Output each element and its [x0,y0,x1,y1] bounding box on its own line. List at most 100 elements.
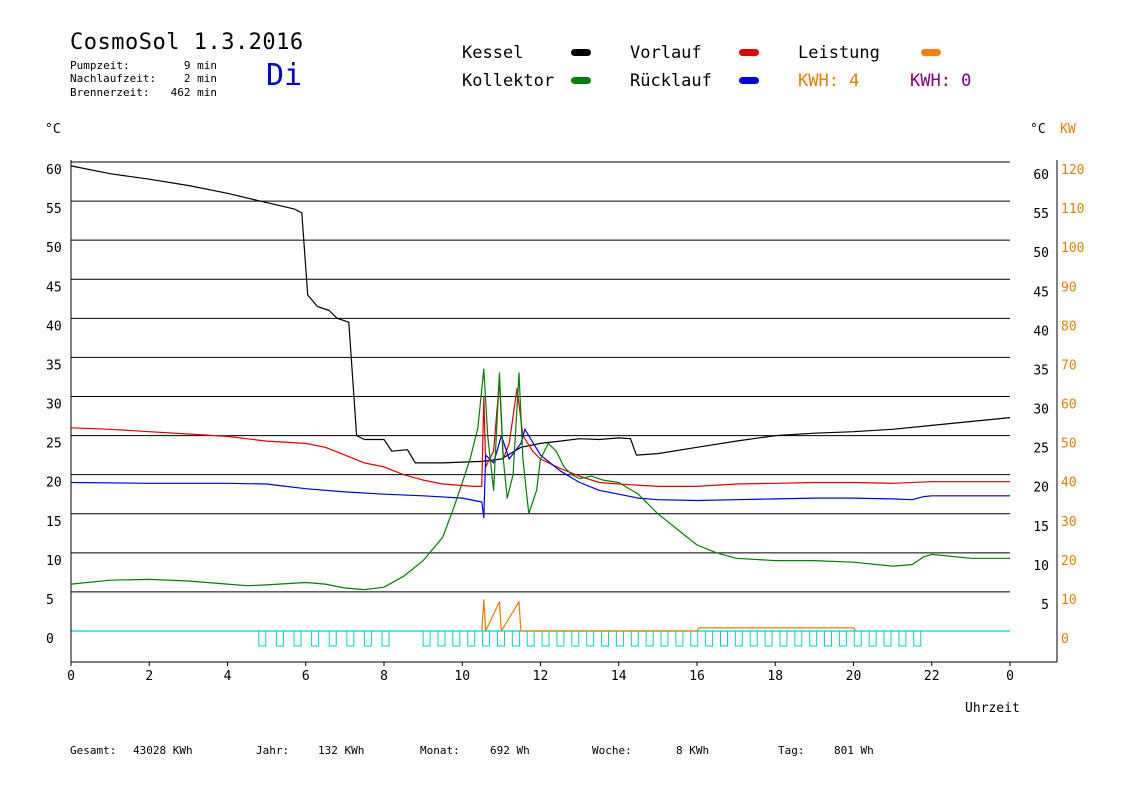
x-tick-0: 0 [67,669,75,684]
pump-marker-7 [381,630,390,647]
pump-marker-26 [690,630,699,647]
y2-tick-right-70: 70 [1061,358,1077,373]
stat-value-pumpzeit: 9 min [183,59,217,72]
x-tick-11: 22 [924,669,940,684]
pump-marker-4 [328,630,337,647]
pump-marker-9 [437,630,446,647]
x-tick-2: 4 [224,669,232,684]
pump-marker-34 [809,630,818,647]
y-tick-right-5: 5 [1041,598,1049,613]
series-line-leistung [481,599,857,632]
y-tick-right-45: 45 [1033,285,1049,300]
x-tick-4: 8 [380,669,388,684]
right-axis-unit-kw: KW [1060,122,1076,137]
footer-value-jahr: 132 KWh [318,744,365,757]
pump-marker-5 [346,630,355,647]
footer-label-jahr: Jahr: [256,744,290,757]
pump-marker-29 [734,630,743,647]
x-tick-6: 12 [533,669,549,684]
y-tick-left-30: 30 [46,398,62,413]
pump-marker-8 [422,630,431,647]
x-tick-10: 20 [846,669,862,684]
series-line-kessel [70,165,1011,464]
legend-label-ruecklauf: Rücklauf [630,71,712,91]
pump-marker-14 [511,630,520,647]
x-tick-5: 10 [454,669,470,684]
legend-kwh-leistung: KWH: 4 [798,71,860,91]
y-tick-left-45: 45 [46,280,62,295]
weekday-label: Di [266,58,303,93]
pump-marker-40 [898,630,907,647]
series-line-rcklauf [70,428,1010,519]
pump-marker-1 [275,630,284,647]
y2-tick-right-60: 60 [1061,398,1077,413]
legend-kwh-secondary: KWH: 0 [910,71,972,91]
pump-marker-20 [601,630,610,647]
footer-value-monat: 692 Wh [490,744,530,757]
y-tick-right-20: 20 [1033,481,1049,496]
y2-tick-right-50: 50 [1061,437,1077,452]
y-tick-left-40: 40 [46,319,62,334]
pump-marker-30 [749,630,758,647]
y2-tick-right-20: 20 [1061,554,1077,569]
y-tick-right-30: 30 [1033,403,1049,418]
y2-tick-right-30: 30 [1061,515,1077,530]
pump-marker-23 [645,630,654,647]
pump-marker-3 [311,630,320,647]
y2-tick-right-90: 90 [1061,280,1077,295]
legend-swatch-leistung [921,49,941,56]
y-tick-right-35: 35 [1033,363,1049,378]
y-tick-left-15: 15 [46,515,62,530]
legend-label-leistung: Leistung [798,43,880,63]
pump-marker-24 [660,630,669,647]
y-tick-right-55: 55 [1033,207,1049,222]
pump-marker-15 [526,630,535,647]
pump-marker-0 [258,630,267,647]
y2-tick-right-0: 0 [1061,632,1069,647]
stat-label-pumpzeit: Pumpzeit: [70,59,130,72]
pump-marker-11 [467,630,476,647]
y2-tick-right-110: 110 [1061,202,1084,217]
stat-label-brennerzeit: Brennerzeit: [70,86,150,99]
y2-tick-right-40: 40 [1061,476,1077,491]
pump-marker-35 [824,630,833,647]
pump-marker-37 [853,630,862,647]
pump-marker-21 [615,630,624,647]
pump-marker-33 [794,630,803,647]
y-tick-right-40: 40 [1033,324,1049,339]
y-tick-left-20: 20 [46,476,62,491]
y-tick-left-10: 10 [46,554,62,569]
legend-label-kessel: Kessel [462,43,524,63]
chart-title: CosmoSol 1.3.2016 [70,30,304,55]
y-tick-left-60: 60 [46,163,62,178]
y-tick-right-15: 15 [1033,520,1049,535]
x-tick-8: 16 [689,669,705,684]
legend-swatch-vorlauf [739,49,759,56]
pump-marker-10 [452,630,461,647]
x-tick-1: 2 [145,669,153,684]
footer-label-monat: Monat: [420,744,460,757]
pump-marker-13 [496,630,505,647]
y-tick-right-10: 10 [1033,559,1049,574]
footer-value-gesamt: 43028 KWh [133,744,193,757]
series-line-kollektor [70,368,1010,591]
y-tick-left-55: 55 [46,202,62,217]
y2-tick-right-80: 80 [1061,319,1077,334]
right-axis-unit: °C [1030,122,1046,137]
stat-value-nachlaufzeit: 2 min [183,72,217,85]
legend-swatch-kollektor [571,77,591,84]
pump-marker-12 [482,630,491,647]
y-tick-right-50: 50 [1033,246,1049,261]
pump-marker-39 [883,630,892,647]
pump-marker-32 [779,630,788,647]
pump-marker-27 [705,630,714,647]
x-tick-7: 14 [611,669,627,684]
pump-marker-16 [541,630,550,647]
legend-swatch-kessel [571,49,591,56]
pump-marker-19 [586,630,595,647]
pump-marker-18 [571,630,580,647]
legend-label-vorlauf: Vorlauf [630,43,702,63]
pump-marker-36 [838,630,847,647]
legend-swatch-ruecklauf [739,77,759,84]
